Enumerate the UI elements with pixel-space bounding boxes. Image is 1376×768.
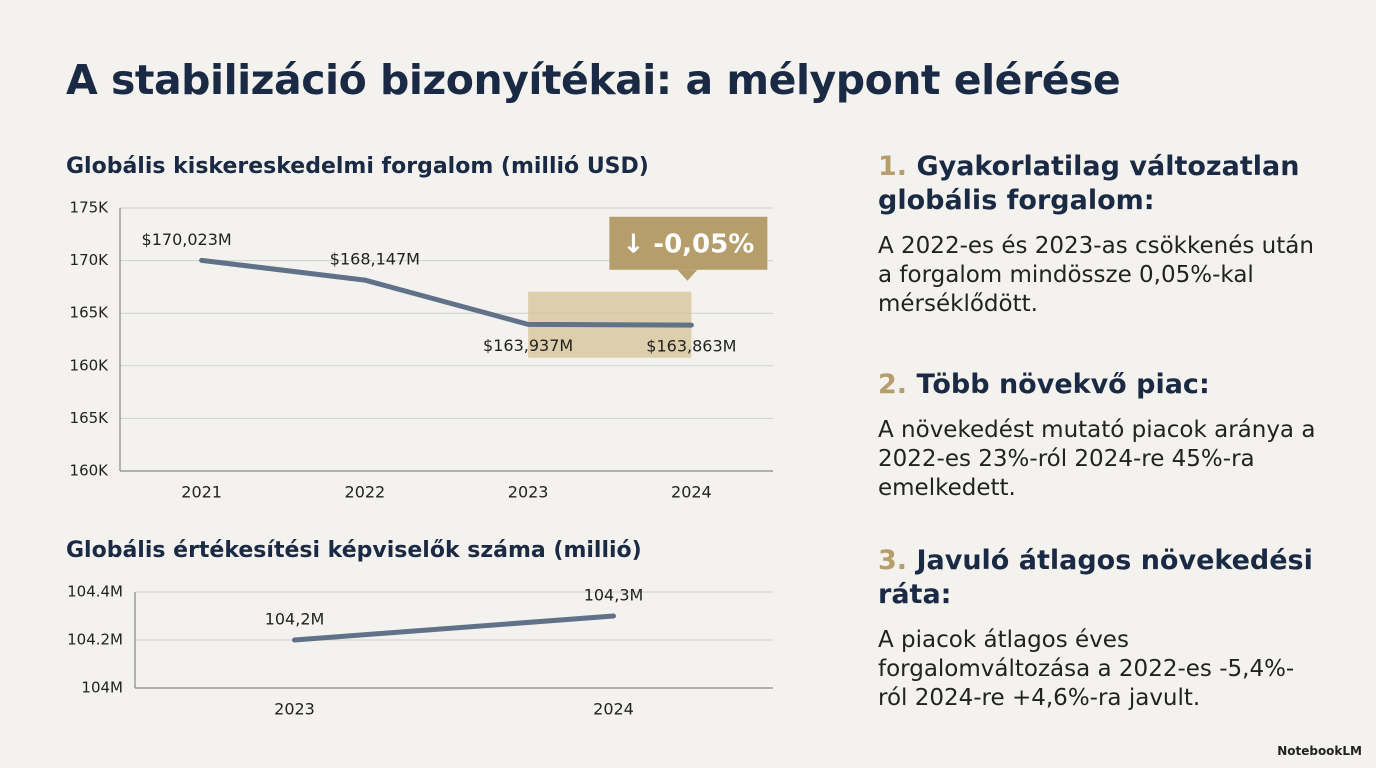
y-tick-label: 165K — [70, 304, 110, 322]
x-tick-label: 2022 — [345, 483, 386, 502]
heading-text: Több növekvő piac: — [916, 369, 1210, 400]
y-tick-label: 160K — [70, 462, 110, 480]
value-label: 104,2M — [265, 610, 325, 629]
point-heading: 2. Több növekvő piac: — [878, 368, 1318, 402]
heading-text: Javuló átlagos növekedési ráta: — [878, 545, 1313, 610]
point-text: A növekedést mutató piacok aránya a 2022… — [878, 417, 1316, 501]
chart-title: Globális értékesítési képviselők száma (… — [66, 538, 642, 563]
annotation-box — [609, 216, 768, 270]
point-number: 3. — [878, 545, 908, 576]
footer: NotebookLM — [1277, 744, 1362, 758]
y-tick-label: 104M — [81, 679, 123, 697]
data-line — [292, 613, 616, 643]
value-label: $163,937M — [483, 336, 573, 355]
y-tick-label: 104.4M — [67, 583, 123, 601]
charts: Globális kiskereskedelmi forgalom (milli… — [66, 154, 773, 719]
x-tick-label: 2023 — [274, 700, 315, 719]
chart-title: Globális kiskereskedelmi forgalom (milli… — [66, 154, 649, 179]
point-number: 2. — [878, 369, 908, 400]
point: 3. Javuló átlagos növekedési ráta: A pia… — [878, 544, 1318, 713]
x-tick-label: 2023 — [508, 483, 549, 502]
y-tick-label: 160K — [70, 356, 110, 374]
slide-title: A stabilizáció bizonyítékai: a mélypont … — [66, 56, 1121, 104]
y-tick-label: 104.2M — [67, 631, 123, 649]
x-tick-label: 2021 — [181, 483, 222, 502]
point-number: 1. — [878, 151, 908, 182]
y-tick-label: 170K — [70, 251, 110, 269]
point-heading: 1. Gyakorlatilag változatlan globális fo… — [878, 150, 1318, 218]
point-heading: 3. Javuló átlagos növekedési ráta: — [878, 544, 1318, 612]
value-label: $168,147M — [330, 250, 420, 269]
point-text: A 2022-es és 2023-as csökkenés után a fo… — [878, 233, 1314, 317]
data-line — [199, 257, 694, 328]
y-tick-label: 175K — [70, 199, 110, 217]
heading-text: Gyakorlatilag változatlan globális forga… — [878, 151, 1300, 216]
point-text: A piacok átlagos éves forgalomváltozása … — [878, 627, 1295, 711]
point: 1. Gyakorlatilag változatlan globális fo… — [878, 150, 1318, 319]
x-tick-label: 2024 — [671, 483, 712, 502]
value-label: 104,3M — [584, 586, 644, 605]
value-label: $170,023M — [142, 230, 232, 249]
value-label: $163,863M — [646, 337, 736, 356]
y-tick-label: 165K — [70, 409, 110, 427]
annotation: ↓ -0,05% — [622, 229, 754, 259]
point: 2. Több növekvő piac: A növekedést mutat… — [878, 368, 1318, 503]
x-tick-label: 2024 — [593, 700, 634, 719]
annotation-pointer — [677, 269, 698, 281]
